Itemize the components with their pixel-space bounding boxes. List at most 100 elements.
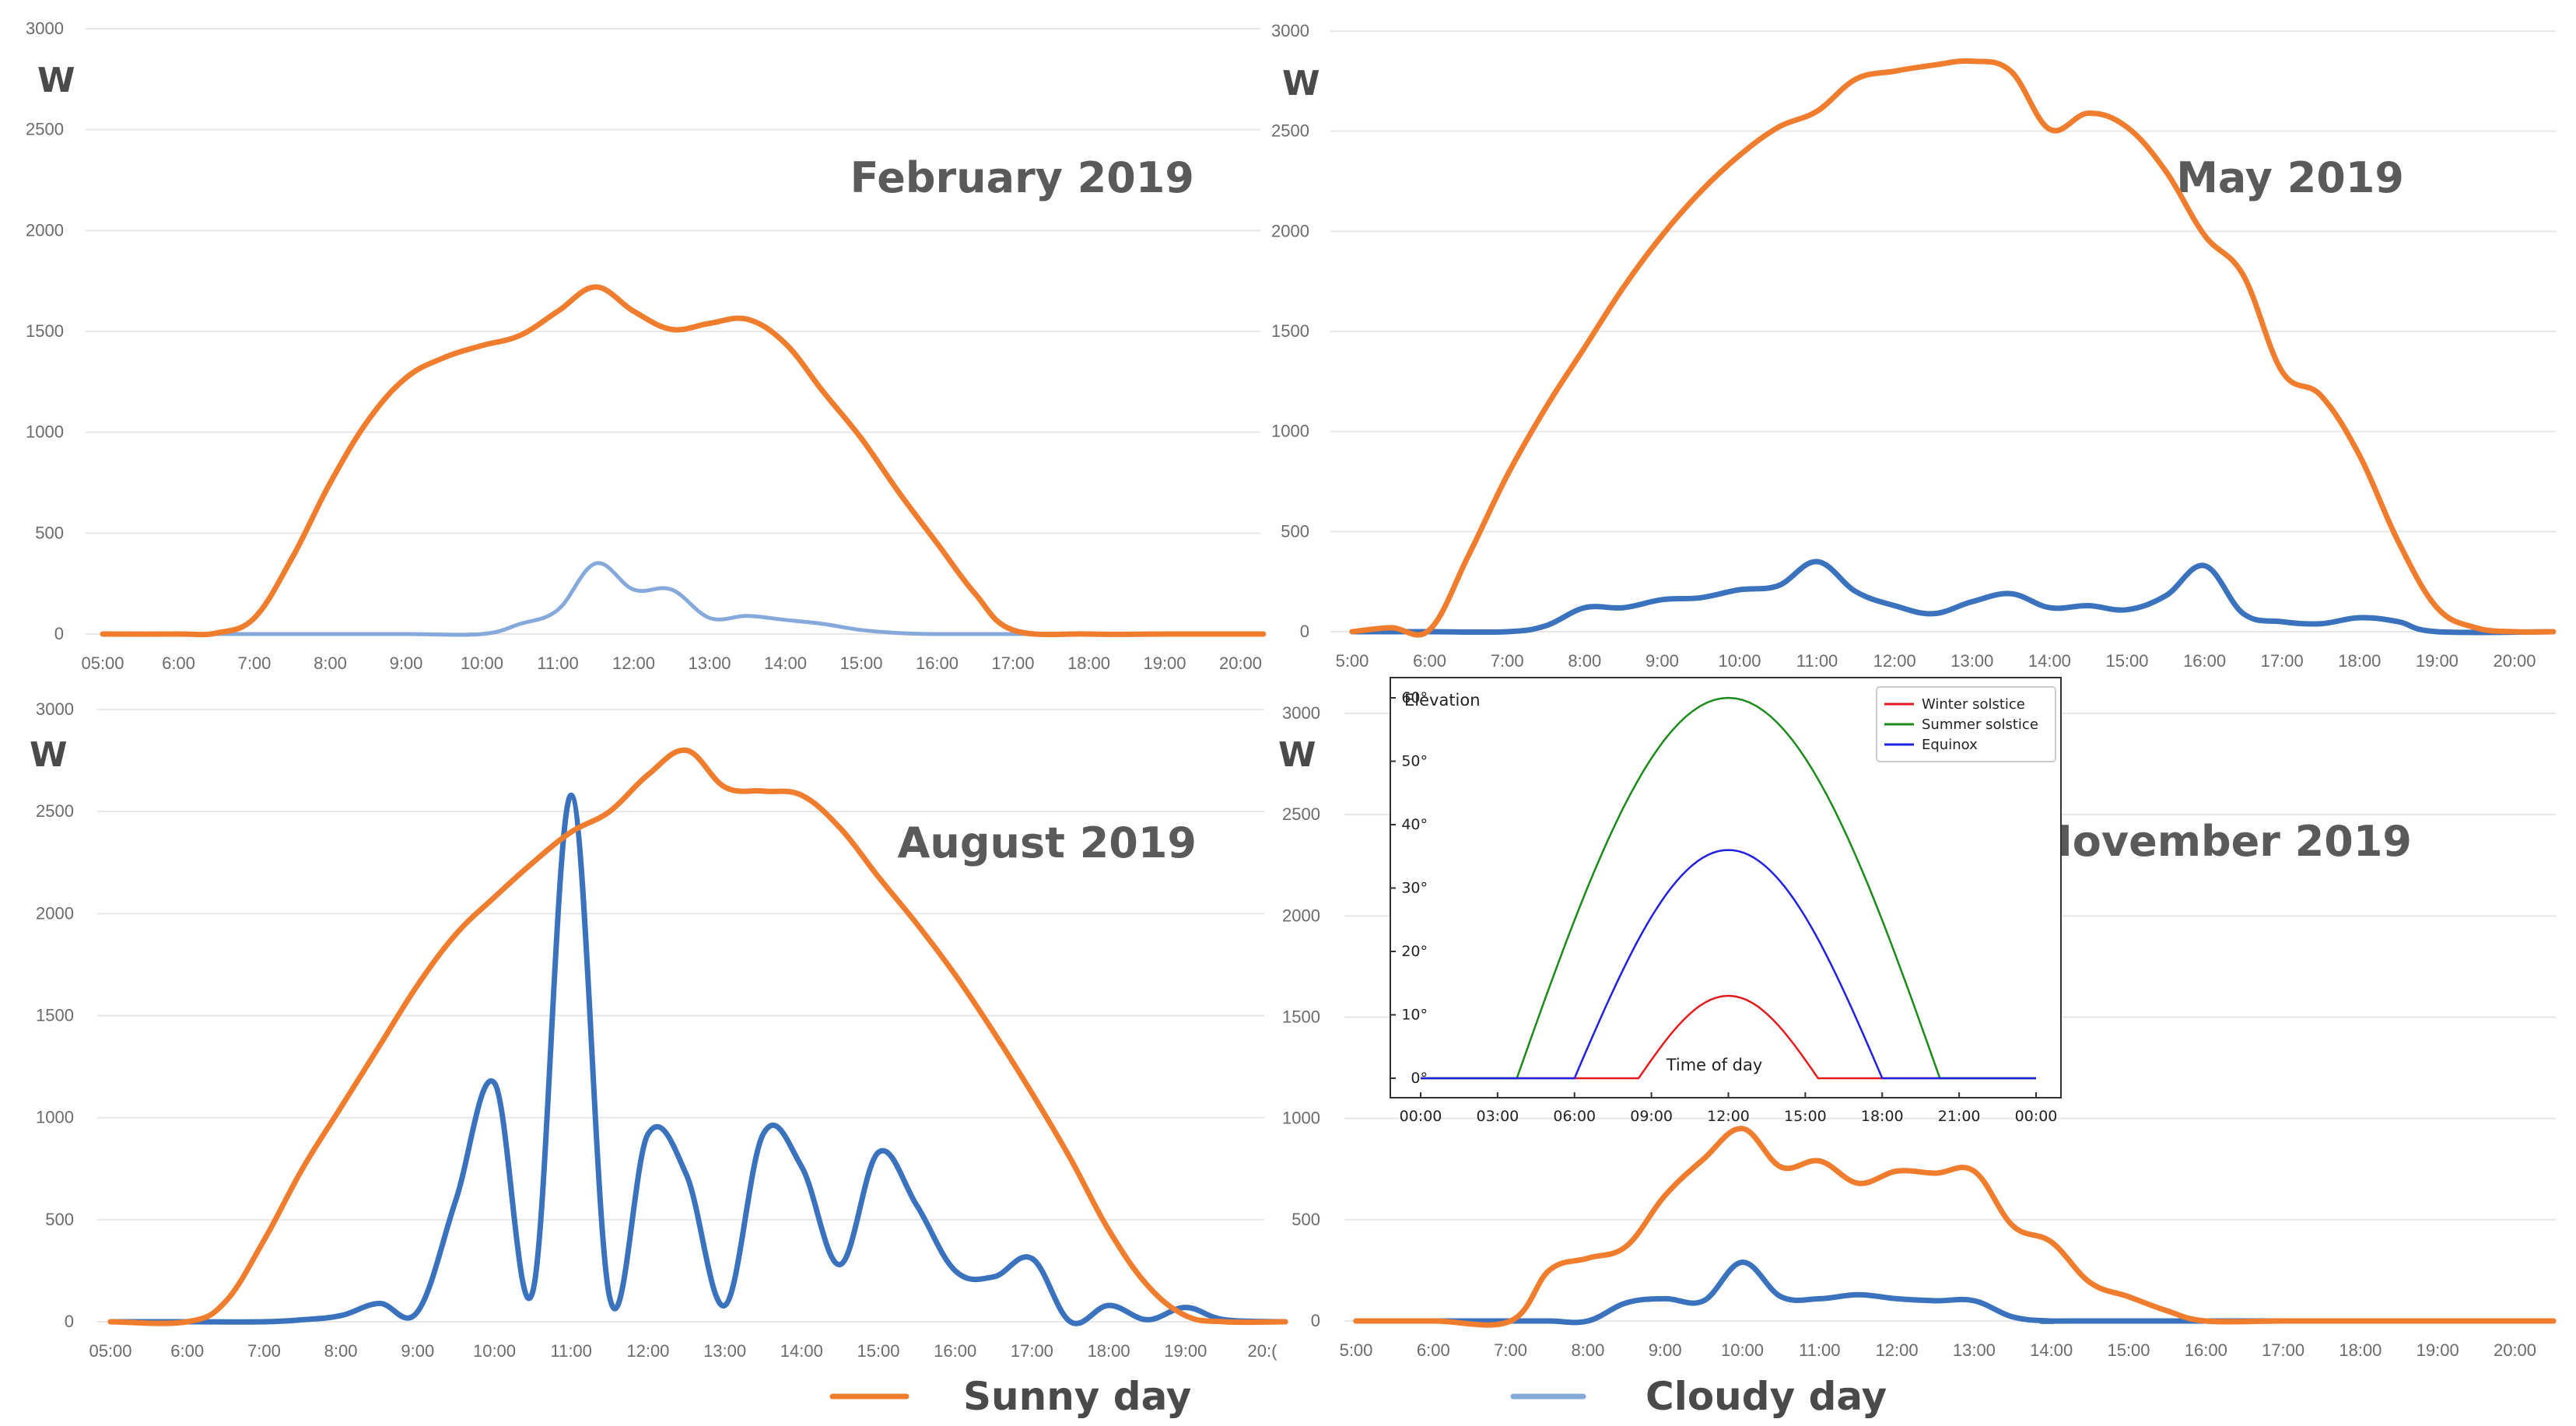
- y-tick-label: 2000: [1271, 221, 1309, 240]
- x-tick-label: 6:00: [170, 1341, 204, 1361]
- series-line-sunny: [107, 747, 1288, 1326]
- y-axis-unit-label: W: [1282, 64, 1320, 103]
- x-tick-label: 13:00: [1950, 651, 1993, 671]
- x-tick-label: 16:00: [2183, 651, 2226, 671]
- x-tick-label: 8:00: [324, 1341, 358, 1361]
- x-tick-label: 14:00: [2028, 651, 2071, 671]
- inset-y-tick-label: 20°: [1401, 943, 1428, 960]
- y-tick-label: 500: [1281, 521, 1309, 541]
- x-tick-label: 17:00: [1011, 1341, 1053, 1361]
- x-tick-label: 18:00: [1067, 653, 1110, 673]
- chart-title: November 2019: [2038, 817, 2412, 866]
- x-tick-label: 12:00: [1876, 1340, 1919, 1360]
- chart-may: 3000 2500 2000 1500 1000 500 0 5:00 6:00 7:00 8:00…: [1271, 21, 2557, 671]
- x-tick-label: 14:00: [2030, 1340, 2073, 1360]
- y-tick-label: 0: [1311, 1311, 1320, 1330]
- x-tick-label: 17:00: [2261, 651, 2304, 671]
- x-tick-label: 9:00: [390, 653, 423, 673]
- inset-series-summer-solstice: [1421, 696, 2036, 1080]
- y-tick-label: 1500: [36, 1006, 74, 1025]
- inset-y-tick-label: 30°: [1401, 880, 1428, 897]
- x-tick-label: 9:00: [1645, 651, 1679, 671]
- y-tick-label: 1500: [1271, 321, 1309, 341]
- x-tick-label: 05:00: [89, 1341, 131, 1361]
- series-line-cloudy: [1353, 1260, 2557, 1326]
- chart-title: February 2019: [850, 153, 1194, 202]
- series-line-cloudy: [100, 561, 1266, 637]
- inset-legend-label: Equinox: [1922, 737, 1978, 753]
- y-tick-label: 1000: [1271, 422, 1309, 441]
- inset-series-equinox: [1421, 849, 2036, 1080]
- inset-y-label: Elevation: [1404, 691, 1481, 709]
- series-line-cloudy: [1349, 559, 2557, 636]
- x-tick-label: 5:00: [1336, 651, 1369, 671]
- inset-x-tick-label: 21:00: [1938, 1108, 1981, 1125]
- x-tick-label: 18:00: [2339, 1340, 2381, 1360]
- x-tick-label: 14:00: [780, 1341, 823, 1361]
- x-tick-label: 7:00: [247, 1341, 281, 1361]
- series-line-sunny: [1353, 1126, 2557, 1328]
- x-tick-label: 11:00: [537, 653, 578, 673]
- inset-x-tick-label: 00:00: [1400, 1108, 1442, 1125]
- y-tick-label: 500: [35, 523, 64, 542]
- x-tick-label: 15:00: [857, 1341, 899, 1361]
- x-tick-label: 8:00: [1568, 651, 1601, 671]
- x-tick-label: 20:00: [2494, 1340, 2536, 1360]
- inset-legend-box: [1876, 686, 2056, 762]
- x-tick-label: 10:00: [473, 1341, 516, 1361]
- y-tick-label: 2000: [26, 220, 64, 240]
- y-axis-unit-label: W: [30, 735, 68, 775]
- x-tick-label: 19:00: [1143, 653, 1186, 673]
- y-tick-label: 3000: [26, 19, 64, 38]
- y-tick-label: 3000: [36, 699, 74, 719]
- y-tick-label: 1000: [36, 1108, 74, 1127]
- y-tick-label: 500: [1292, 1210, 1320, 1229]
- inset-x-tick-label: 18:00: [1861, 1108, 1904, 1125]
- inset-x-tick-label: 15:00: [1784, 1108, 1827, 1125]
- inset-x-tick-label: 03:00: [1476, 1108, 1519, 1125]
- y-tick-label: 1000: [26, 422, 64, 442]
- x-tick-label: 20:00: [2493, 651, 2536, 671]
- chart-feb: 3000 2500 2000 1500 1000 500 0 05:00 6:00 7:00 8:0…: [26, 19, 1267, 673]
- inset-series-winter-solstice: [1421, 994, 2036, 1080]
- x-tick-label: 12:00: [626, 1341, 669, 1361]
- y-tick-label: 2500: [1282, 804, 1320, 824]
- x-tick-label: 7:00: [238, 653, 272, 673]
- x-tick-label: 15:00: [2107, 1340, 2150, 1360]
- x-tick-label: 17:00: [991, 653, 1034, 673]
- y-tick-label: 0: [54, 624, 64, 643]
- inset-x-tick-label: 00:00: [2015, 1108, 2058, 1125]
- series-line-cloudy: [107, 792, 1288, 1326]
- series-line-sunny: [1349, 58, 2557, 638]
- y-tick-label: 2500: [36, 801, 74, 821]
- x-tick-label: 19:00: [2416, 651, 2459, 671]
- x-tick-label: 13:00: [703, 1341, 746, 1361]
- bottom-legend: Sunny day Cloudy day: [829, 1374, 1887, 1419]
- y-tick-label: 2000: [1282, 906, 1320, 925]
- chart-title: August 2019: [898, 818, 1197, 867]
- inset-legend-label: Winter solstice: [1922, 696, 2025, 713]
- x-tick-label: 7:00: [1491, 651, 1524, 671]
- y-axis-unit-label: W: [37, 61, 75, 100]
- x-tick-label: 18:00: [2338, 651, 2381, 671]
- x-tick-label: 19:00: [1164, 1341, 1207, 1361]
- inset-x-label: Time of day: [1666, 1056, 1763, 1074]
- x-tick-label: 20:(: [1248, 1341, 1278, 1361]
- inset-legend-label: Summer solstice: [1922, 717, 2038, 733]
- inset-y-tick-label: 60°: [1401, 689, 1428, 706]
- x-tick-label: 12:00: [612, 653, 655, 673]
- inset-x-tick-label: 09:00: [1630, 1108, 1673, 1125]
- x-tick-label: 8:00: [1571, 1340, 1604, 1360]
- x-tick-label: 11:00: [1796, 651, 1838, 671]
- x-tick-label: 11:00: [550, 1341, 591, 1361]
- legend-label-sunny: Sunny day: [963, 1374, 1191, 1419]
- x-tick-label: 10:00: [1721, 1340, 1764, 1360]
- x-tick-label: 18:00: [1088, 1341, 1130, 1361]
- x-tick-label: 6:00: [1417, 1340, 1450, 1360]
- y-tick-label: 0: [65, 1312, 74, 1331]
- x-tick-label: 6:00: [162, 653, 195, 673]
- series-line-sunny: [100, 284, 1267, 638]
- inset-x-tick-label: 12:00: [1707, 1108, 1750, 1125]
- y-tick-label: 2500: [26, 120, 64, 139]
- chart-aug: 3000 2500 2000 1500 1000 500 0 05:00 6:00 7:00 8:0…: [30, 699, 1288, 1361]
